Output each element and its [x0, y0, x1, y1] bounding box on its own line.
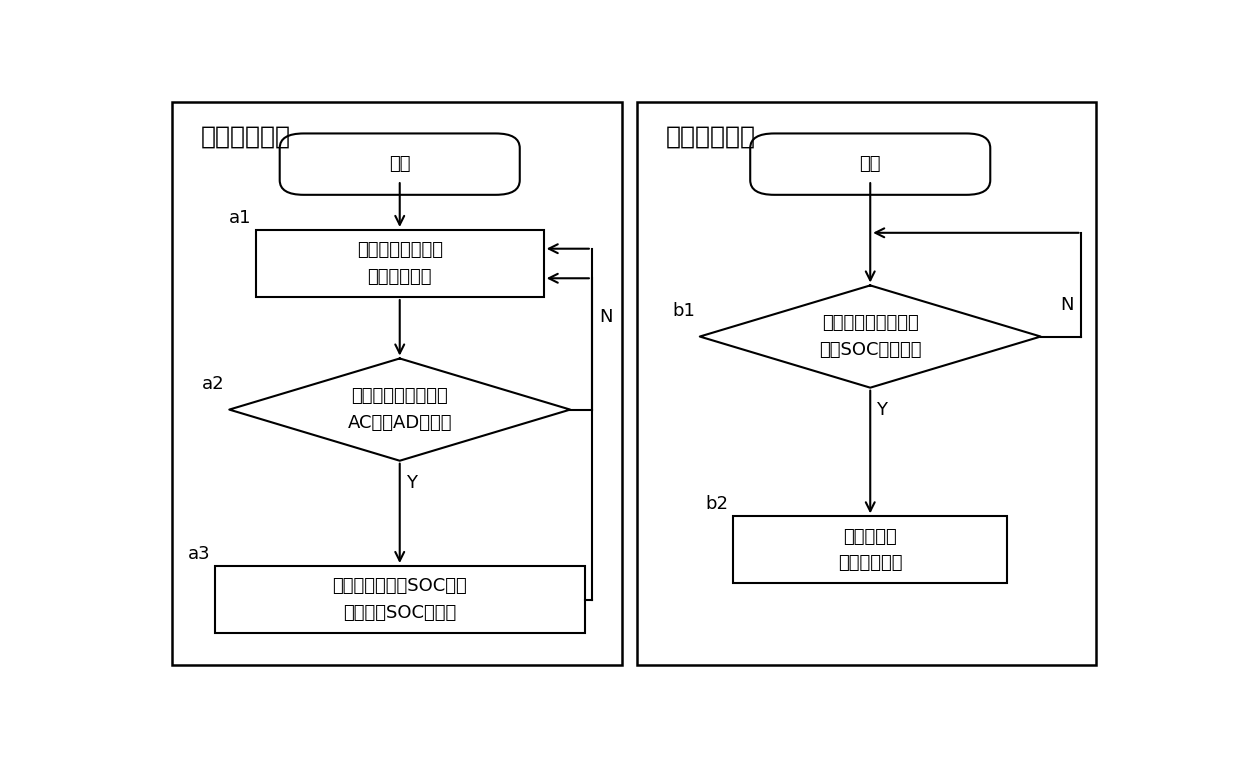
FancyBboxPatch shape: [280, 134, 520, 195]
Text: N: N: [600, 308, 613, 326]
Bar: [214, 566, 585, 633]
Text: 采样电流、单体电
压，计算均值: 采样电流、单体电 压，计算均值: [357, 241, 442, 285]
Text: Y: Y: [876, 401, 887, 418]
Text: 开始: 开始: [389, 155, 410, 173]
Text: 计单体电池充电SOC偏差
值或放电SOC偏差值: 计单体电池充电SOC偏差 值或放电SOC偏差值: [332, 578, 467, 622]
Text: 计算均衡电
量，执行均衡: 计算均衡电 量，执行均衡: [838, 528, 902, 572]
Text: Y: Y: [405, 474, 416, 492]
FancyBboxPatch shape: [751, 134, 990, 195]
Text: a2: a2: [202, 375, 224, 393]
Bar: [172, 102, 622, 665]
Bar: [733, 516, 1007, 584]
Bar: [637, 102, 1097, 665]
Text: a3: a3: [187, 545, 211, 563]
Text: b2: b2: [705, 496, 729, 513]
Text: a1: a1: [228, 209, 250, 227]
Bar: [255, 230, 544, 297]
Text: b1: b1: [672, 302, 695, 320]
Text: 判断电池组是否符合
AC或者AD区域？: 判断电池组是否符合 AC或者AD区域？: [347, 387, 452, 432]
Text: N: N: [1061, 296, 1074, 314]
Text: 是否获取一组充电和
放电SOC偏差值？: 是否获取一组充电和 放电SOC偏差值？: [819, 314, 922, 359]
Text: 均衡执行程序: 均衡执行程序: [665, 125, 756, 149]
Text: 开始: 开始: [860, 155, 881, 173]
Text: 均衡计算程序: 均衡计算程序: [201, 125, 291, 149]
